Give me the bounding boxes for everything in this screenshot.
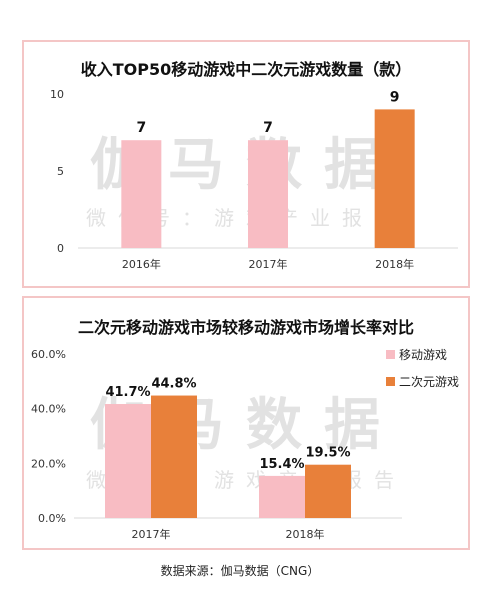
source-note: 数据来源：伽马数据（CNG）: [160, 564, 320, 578]
bottom-chart-title: 二次元移动游戏市场较移动游戏市场增长率对比: [77, 318, 414, 337]
x-tick-label: 2017年: [249, 257, 288, 271]
bar: [151, 395, 197, 518]
legend: 移动游戏 二次元游戏: [386, 346, 459, 400]
x-tick-label: 2016年: [122, 257, 161, 271]
top-chart-panel: 收入TOP50移动游戏中二次元游戏数量（款） 伽马数据 微信号：游戏产业报告 0…: [22, 40, 470, 288]
bar: [374, 109, 415, 249]
legend-item-acg: 二次元游戏: [386, 373, 459, 390]
legend-swatch-mobile: [386, 350, 395, 359]
top-bar-chart: 0 5 10 7 2016年 7 2017年 9 2018年: [50, 88, 458, 271]
legend-label-acg: 二次元游戏: [399, 375, 460, 389]
y-tick-label: 60.0%: [31, 348, 66, 361]
bar: [259, 475, 305, 518]
x-tick-label: 2018年: [286, 527, 325, 541]
y-tick-label: 40.0%: [31, 403, 66, 416]
data-label: 44.8%: [151, 377, 196, 392]
x-tick-label: 2018年: [375, 257, 414, 271]
x-tick-label: 2017年: [132, 527, 171, 541]
y-tick-label: 0: [57, 242, 64, 255]
bottom-chart-panel: 二次元移动游戏市场较移动游戏市场增长率对比 伽马数据 微信号：游戏产业报告 0.…: [22, 296, 470, 550]
y-tick-label: 10: [50, 88, 64, 101]
legend-item-mobile: 移动游戏: [386, 346, 459, 363]
data-label: 41.7%: [105, 385, 150, 400]
y-tick-label: 5: [57, 165, 64, 178]
bar: [248, 140, 288, 248]
legend-label-mobile: 移动游戏: [399, 348, 448, 362]
legend-swatch-acg: [386, 377, 395, 386]
data-label: 7: [136, 120, 146, 136]
bar: [305, 464, 351, 518]
data-label: 15.4%: [259, 457, 304, 472]
data-label: 7: [263, 120, 273, 136]
bottom-bar-chart: 0.0% 20.0% 40.0% 60.0% 41.7%44.8% 2017年 15.4%1…: [31, 348, 402, 541]
bar: [121, 140, 162, 248]
data-label: 19.5%: [305, 446, 350, 461]
data-label: 9: [390, 89, 400, 105]
bar: [105, 404, 151, 518]
y-tick-label: 20.0%: [31, 457, 66, 470]
top-chart-title: 收入TOP50移动游戏中二次元游戏数量（款）: [80, 60, 412, 79]
y-tick-label: 0.0%: [38, 512, 66, 525]
